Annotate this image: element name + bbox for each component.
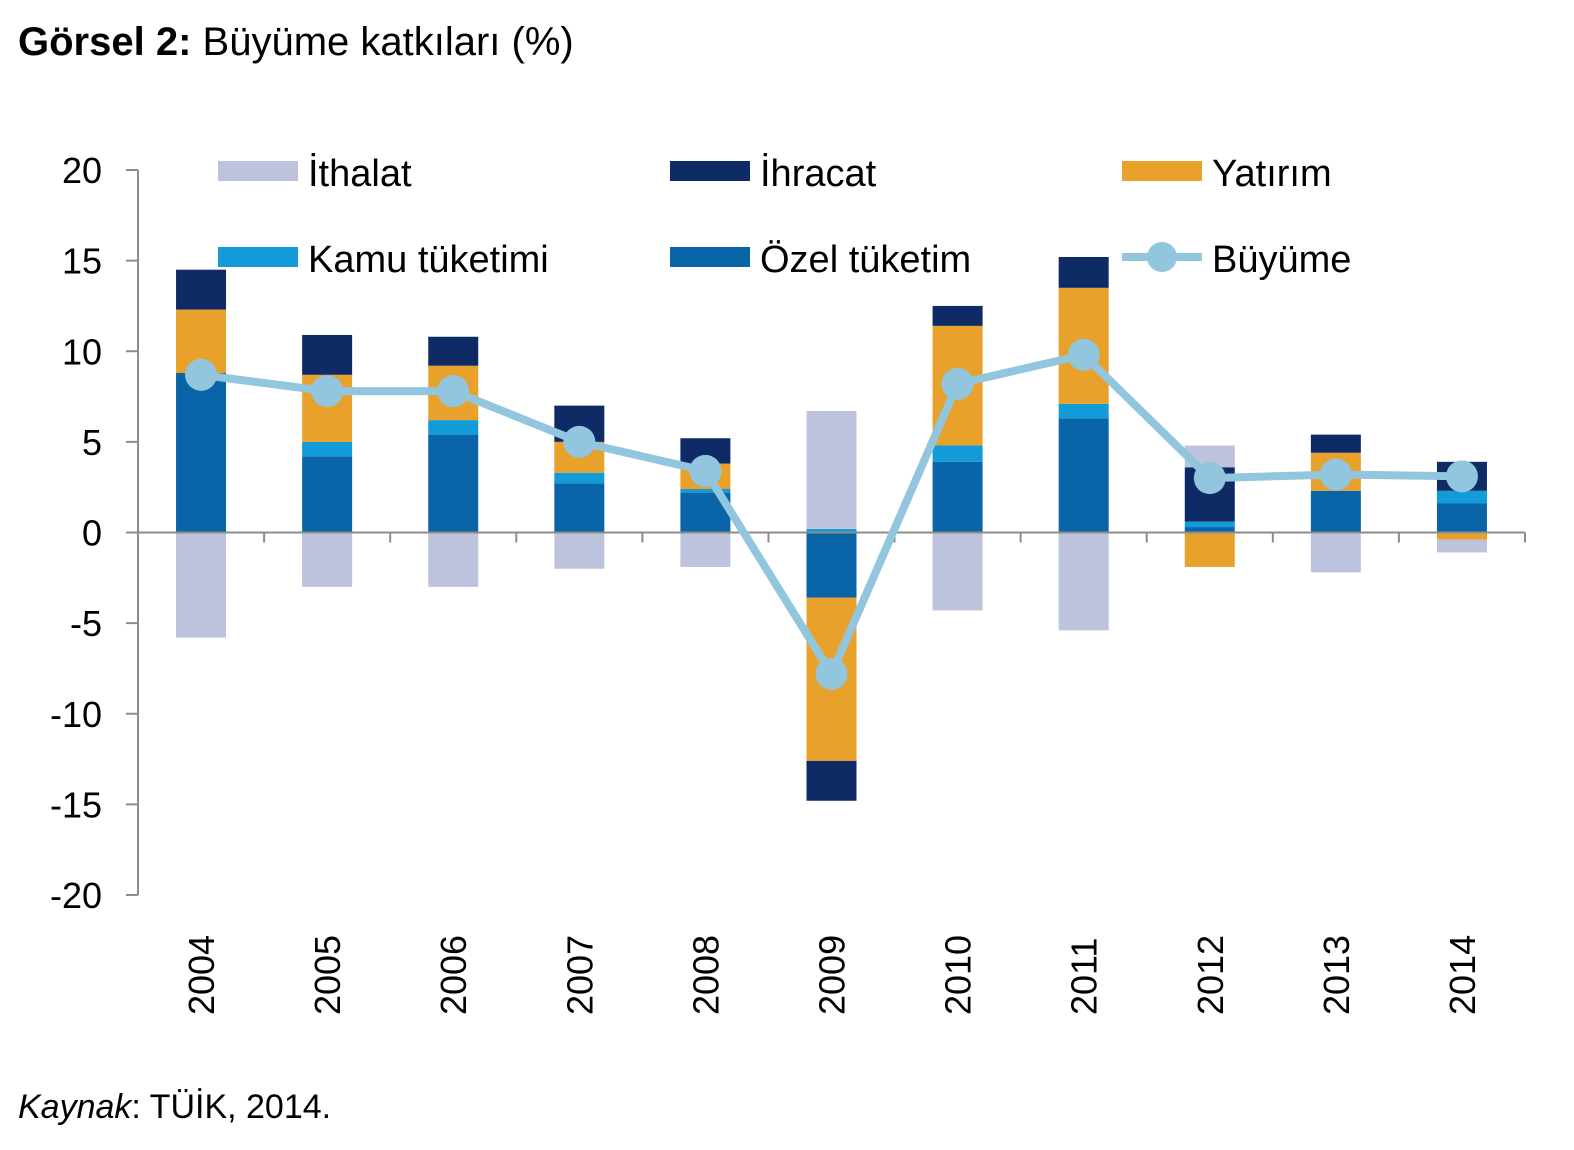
legend-swatch <box>1122 161 1202 181</box>
x-tick-label: 2012 <box>1190 935 1231 1015</box>
chart-title-bold: Görsel 2: <box>18 20 192 64</box>
bar-2009-series-0 <box>806 532 857 598</box>
growth-point-2012 <box>1193 462 1226 495</box>
legend-label: Büyüme <box>1212 239 1351 281</box>
bar-2012-series-0 <box>1184 527 1235 533</box>
legend-label: Kamu tüketimi <box>308 239 549 281</box>
bar-2006-series-4 <box>428 532 479 587</box>
x-tick-label: 2008 <box>685 935 726 1015</box>
bar-2012-series-2 <box>1184 532 1235 567</box>
bars-layer <box>176 257 1487 801</box>
bar-2014-series-4 <box>1436 539 1487 553</box>
bar-2005-series-3 <box>302 334 353 375</box>
legend-swatch <box>218 161 298 181</box>
growth-point-2004 <box>185 358 218 391</box>
legend-label: Özel tüketim <box>760 239 971 281</box>
bar-2014-series-0 <box>1436 503 1487 533</box>
y-tick-label: 10 <box>62 331 102 372</box>
bar-2011-series-0 <box>1058 418 1109 533</box>
growth-point-2014 <box>1445 460 1478 493</box>
x-tick-label: 2007 <box>559 935 600 1015</box>
growth-point-2013 <box>1319 458 1352 491</box>
bar-2012-series-1 <box>1184 521 1235 528</box>
chart-title: Görsel 2: Büyüme katkıları (%) <box>18 20 574 65</box>
legend-label: Yatırım <box>1212 153 1332 195</box>
bar-2014-series-2 <box>1436 532 1487 540</box>
legend-swatch <box>670 247 750 267</box>
growth-point-2007 <box>563 425 596 458</box>
legend-label: İthalat <box>308 152 412 195</box>
legend-swatch <box>218 247 298 267</box>
growth-line-layer <box>185 338 1478 690</box>
bar-2004-series-0 <box>176 373 227 533</box>
bar-2011-series-1 <box>1058 403 1109 419</box>
bar-2004-series-4 <box>176 532 227 638</box>
bar-2006-series-0 <box>428 434 479 533</box>
y-tick-label: 15 <box>62 241 102 282</box>
bar-2008-series-1 <box>680 489 731 493</box>
bar-2006-series-1 <box>428 420 479 435</box>
bar-2004-series-3 <box>176 269 227 310</box>
bar-2010-series-0 <box>932 461 983 533</box>
y-tick-label: 0 <box>82 513 102 554</box>
x-tick-label: 2004 <box>181 935 222 1015</box>
y-tick-label: -20 <box>50 875 102 916</box>
x-tick-label: 2010 <box>938 935 979 1015</box>
bar-2008-series-4 <box>680 532 731 567</box>
legend: İthalat İhracat Yatırım Kamu tüketimi Özel t… <box>218 152 1351 281</box>
bar-2005-series-0 <box>302 456 353 533</box>
x-tick-label: 2013 <box>1316 935 1357 1015</box>
bar-2009-series-4 <box>806 411 857 529</box>
growth-point-2008 <box>689 454 722 487</box>
growth-point-2009 <box>815 657 848 690</box>
legend-swatch <box>670 161 750 181</box>
x-tick-label: 2006 <box>433 935 474 1015</box>
x-tick-label: 2005 <box>307 935 348 1015</box>
bar-2014-series-1 <box>1436 490 1487 504</box>
bar-2009-series-3 <box>806 760 857 801</box>
bar-2009-series-1 <box>806 528 857 533</box>
axes-layer: 20 15 10 5 0 -5 -10 -15 -20 2004 2005 2006 2007 2008 2… <box>50 150 1526 1015</box>
bar-2011-series-4 <box>1058 532 1109 631</box>
chart-title-text: Büyüme katkıları (%) <box>202 20 574 64</box>
x-tick-label: 2011 <box>1064 938 1105 1015</box>
legend-label: İhracat <box>760 152 877 195</box>
bar-2005-series-4 <box>302 532 353 587</box>
growth-point-2005 <box>311 375 344 408</box>
legend-marker-dot <box>1147 242 1177 272</box>
growth-point-2010 <box>941 367 974 400</box>
bar-2011-series-3 <box>1058 257 1109 288</box>
bar-2005-series-1 <box>302 441 353 457</box>
bar-2007-series-0 <box>554 483 605 533</box>
y-tick-label: -10 <box>50 694 102 735</box>
y-tick-label: 5 <box>82 422 102 463</box>
x-tick-label: 2009 <box>812 935 853 1015</box>
y-tick-label: -5 <box>70 603 102 644</box>
bar-2010-series-4 <box>932 532 983 611</box>
source-label: Kaynak <box>18 1088 132 1126</box>
bar-2013-series-4 <box>1310 532 1361 573</box>
source-text: : TÜİK, 2014. <box>131 1088 332 1126</box>
bar-2010-series-3 <box>932 305 983 326</box>
growth-point-2006 <box>437 375 470 408</box>
bar-2007-series-4 <box>554 532 605 569</box>
bar-2006-series-3 <box>428 336 479 366</box>
source-note: Kaynak: TÜİK, 2014. <box>18 1088 331 1127</box>
bar-2013-series-0 <box>1310 490 1361 533</box>
y-tick-label: -15 <box>50 784 102 825</box>
y-tick-label: 20 <box>62 150 102 191</box>
x-tick-label: 2014 <box>1442 935 1483 1015</box>
growth-point-2011 <box>1067 338 1100 371</box>
bar-2013-series-3 <box>1310 434 1361 453</box>
bar-2007-series-1 <box>554 472 605 484</box>
bar-2010-series-1 <box>932 445 983 462</box>
